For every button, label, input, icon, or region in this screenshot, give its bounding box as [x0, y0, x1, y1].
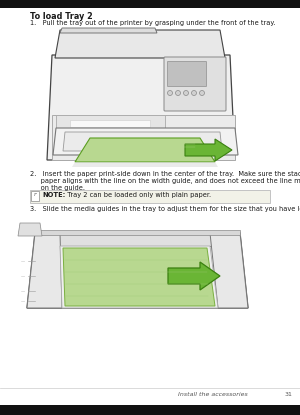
Polygon shape — [70, 120, 150, 127]
Circle shape — [184, 90, 188, 95]
Polygon shape — [55, 30, 225, 58]
Text: 3.   Slide the media guides in the tray to adjust them for the size that you hav: 3. Slide the media guides in the tray to… — [30, 206, 300, 212]
Polygon shape — [63, 248, 215, 306]
FancyBboxPatch shape — [30, 190, 270, 203]
Circle shape — [191, 90, 196, 95]
Text: NOTE:: NOTE: — [42, 192, 65, 198]
Circle shape — [176, 90, 181, 95]
Text: Install the accessories: Install the accessories — [178, 392, 248, 397]
Polygon shape — [63, 132, 222, 151]
Polygon shape — [72, 162, 218, 167]
Polygon shape — [168, 262, 220, 290]
Polygon shape — [0, 0, 300, 8]
Polygon shape — [53, 128, 238, 155]
Circle shape — [167, 90, 172, 95]
Polygon shape — [35, 233, 240, 246]
Text: 2.   Insert the paper print-side down in the center of the tray.  Make sure the : 2. Insert the paper print-side down in t… — [30, 171, 300, 177]
Text: —: — — [21, 289, 25, 293]
Polygon shape — [185, 139, 232, 161]
FancyBboxPatch shape — [31, 191, 39, 200]
Text: on the guide.: on the guide. — [30, 185, 85, 191]
Polygon shape — [60, 246, 218, 308]
Polygon shape — [52, 115, 235, 160]
FancyBboxPatch shape — [167, 61, 206, 86]
Polygon shape — [18, 223, 42, 236]
Polygon shape — [0, 405, 300, 415]
Text: r: r — [34, 192, 36, 197]
Text: 31: 31 — [285, 392, 293, 397]
Polygon shape — [35, 230, 240, 235]
Text: To load Tray 2: To load Tray 2 — [30, 12, 93, 21]
Polygon shape — [60, 28, 157, 33]
Polygon shape — [56, 115, 165, 128]
Text: —: — — [21, 259, 25, 263]
Polygon shape — [210, 233, 248, 308]
Polygon shape — [47, 55, 235, 160]
Polygon shape — [75, 138, 215, 162]
Text: paper aligns with the line on the width guide, and does not exceed the line mark: paper aligns with the line on the width … — [30, 178, 300, 184]
Circle shape — [200, 90, 205, 95]
Polygon shape — [27, 233, 62, 308]
Text: 1.   Pull the tray out of the printer by grasping under the front of the tray.: 1. Pull the tray out of the printer by g… — [30, 20, 275, 26]
Text: —: — — [21, 299, 25, 303]
FancyBboxPatch shape — [164, 57, 226, 111]
Text: —: — — [21, 274, 25, 278]
Polygon shape — [27, 233, 248, 308]
Text: Tray 2 can be loaded only with plain paper.: Tray 2 can be loaded only with plain pap… — [63, 192, 211, 198]
